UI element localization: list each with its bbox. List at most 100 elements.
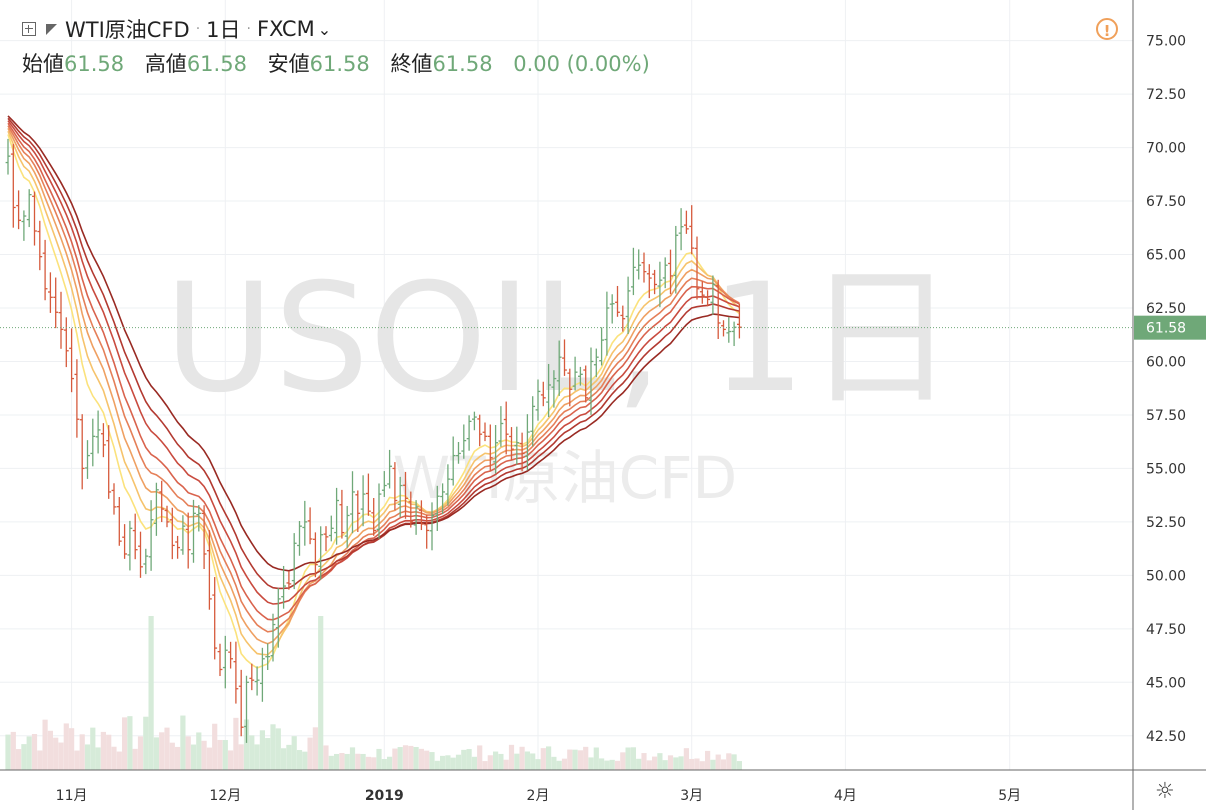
- interval-label[interactable]: 1日: [206, 18, 241, 42]
- volume-bars: [5, 616, 742, 770]
- separator: ·: [246, 21, 251, 37]
- volume-bar: [111, 746, 117, 770]
- high-label: 高値: [144, 52, 187, 76]
- volume-bar: [392, 748, 398, 770]
- volume-bar: [344, 753, 350, 770]
- expand-icon[interactable]: [22, 22, 36, 36]
- volume-bar: [683, 748, 689, 770]
- volume-bar: [572, 749, 578, 770]
- volume-bar: [339, 753, 345, 770]
- chevron-down-icon[interactable]: ⌄: [317, 19, 332, 39]
- volume-bar: [16, 749, 22, 770]
- volume-bar: [577, 750, 583, 770]
- volume-bar: [689, 758, 695, 770]
- volume-bar: [434, 760, 440, 770]
- settings-icon[interactable]: ☼: [1155, 779, 1175, 804]
- price-tick-label: 57.50: [1146, 408, 1186, 424]
- price-tick-label: 42.50: [1146, 729, 1186, 745]
- volume-bar: [477, 745, 483, 770]
- flag-icon[interactable]: [46, 23, 57, 35]
- volume-bar: [37, 750, 43, 770]
- time-tick-label: 2019: [365, 788, 404, 804]
- volume-bar: [387, 756, 393, 770]
- volume-bar: [397, 747, 403, 770]
- volume-bar: [736, 761, 742, 770]
- volume-bar: [53, 737, 59, 770]
- volume-bar: [445, 755, 451, 770]
- volume-bar: [620, 752, 626, 770]
- volume-bar: [614, 760, 621, 770]
- volume-bar: [710, 759, 716, 770]
- ohlc-bars: [5, 138, 742, 743]
- volume-bar: [413, 747, 419, 770]
- alert-icon[interactable]: !: [1096, 18, 1118, 40]
- volume-bar: [238, 744, 244, 770]
- volume-bar: [21, 744, 27, 770]
- volume-bar: [694, 758, 700, 770]
- chart-watermark: USOIL, 1日 WTI原油CFD: [164, 252, 956, 512]
- volume-bar: [243, 719, 250, 770]
- price-tick-label: 70.00: [1146, 141, 1186, 157]
- volume-bar: [466, 749, 472, 770]
- symbol-name[interactable]: WTI原油CFD: [65, 18, 190, 42]
- low-value: 61.58: [309, 52, 370, 76]
- volume-bar: [286, 744, 292, 770]
- volume-bar: [530, 753, 536, 770]
- volume-bar: [731, 754, 737, 770]
- volume-bar: [498, 753, 504, 770]
- volume-bar: [546, 746, 552, 770]
- volume-bar: [551, 756, 557, 770]
- volume-bar: [535, 759, 541, 770]
- volume-bar: [281, 748, 287, 770]
- ma-line: [7, 115, 740, 572]
- volume-bar: [673, 757, 679, 770]
- volume-bar: [164, 727, 170, 770]
- volume-bar: [5, 734, 11, 770]
- volume-bar: [429, 752, 435, 770]
- volume-bar: [652, 756, 658, 770]
- volume-bar: [705, 750, 711, 770]
- chart-header: WTI原油CFD · 1日 · FXCM ⌄: [22, 14, 331, 44]
- volume-bar: [461, 749, 467, 770]
- volume-bar: [296, 750, 303, 770]
- close-label: 終値: [390, 52, 433, 76]
- volume-bar: [625, 747, 631, 770]
- open-label: 始値: [22, 52, 64, 76]
- volume-bar: [291, 736, 297, 770]
- volume-bar: [355, 753, 361, 770]
- price-tick-label: 60.00: [1146, 354, 1186, 370]
- volume-bar: [217, 739, 223, 770]
- volume-bar: [318, 616, 324, 770]
- price-tick-label: 75.00: [1146, 34, 1186, 50]
- volume-bar: [84, 744, 91, 770]
- volume-bar: [233, 717, 239, 770]
- volume-bar: [561, 758, 568, 770]
- volume-bar: [74, 750, 80, 770]
- volume-bar: [153, 737, 159, 770]
- volume-bar: [228, 750, 234, 770]
- ma-line: [7, 117, 740, 590]
- price-tick-label: 65.00: [1146, 248, 1186, 264]
- volume-bar: [106, 734, 112, 770]
- price-tick-label: 72.50: [1146, 87, 1186, 103]
- volume-bar: [450, 757, 456, 770]
- volume-bar: [169, 742, 175, 770]
- volume-bar: [143, 716, 149, 770]
- volume-bar: [148, 616, 154, 770]
- broker-label[interactable]: FXCM: [256, 17, 315, 41]
- volume-bar: [508, 744, 515, 770]
- volume-bar: [275, 728, 281, 770]
- volume-bar: [69, 728, 75, 770]
- watermark-symbol: USOIL, 1日: [164, 252, 956, 426]
- volume-bar: [334, 753, 340, 770]
- volume-bar: [667, 755, 674, 770]
- time-tick-label: 12月: [209, 788, 241, 804]
- volume-bar: [424, 750, 430, 770]
- volume-bar: [249, 735, 255, 770]
- volume-bar: [302, 751, 308, 770]
- volume-bar: [265, 738, 271, 770]
- volume-bar: [402, 745, 409, 770]
- volume-bar: [726, 753, 732, 770]
- volume-bar: [583, 746, 589, 770]
